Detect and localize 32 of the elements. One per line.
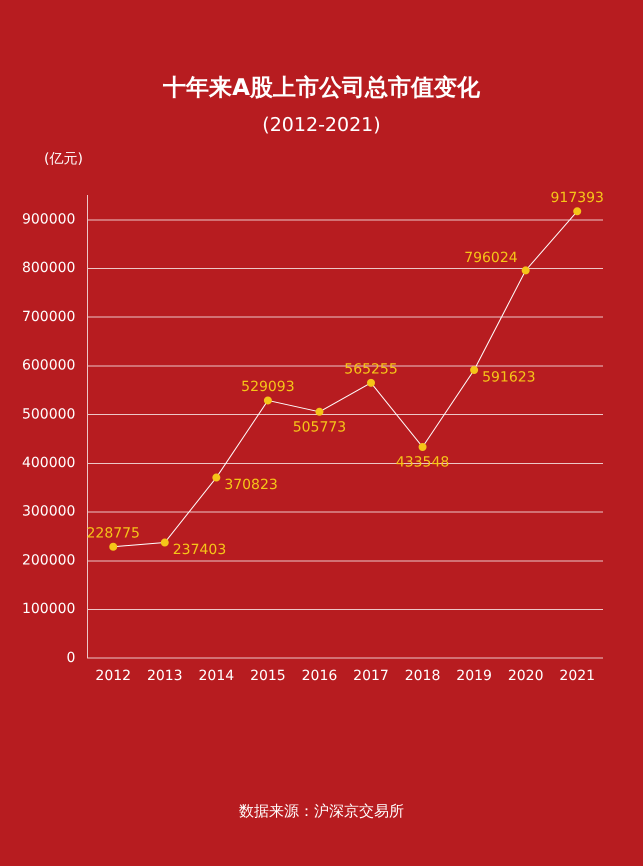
y-tick-label: 400000 [22,454,76,471]
x-tick-label: 2019 [456,668,492,684]
data-label: 796024 [464,250,518,266]
y-tick-label: 200000 [22,552,76,568]
x-tick-label: 2014 [198,668,234,684]
y-tick-label: 900000 [22,211,76,228]
data-label: 370823 [224,477,278,494]
x-tick-label: 2013 [146,668,183,684]
data-label: 591623 [482,370,536,386]
y-tick-label: 700000 [22,308,76,325]
data-label: 917393 [550,190,604,206]
y-tick-label: 300000 [22,504,76,520]
data-label: 237403 [172,542,226,558]
x-tick-label: 2016 [302,668,338,684]
data-label: 565255 [344,361,398,378]
x-tick-label: 2017 [353,668,389,684]
source-note: 数据来源：沪深京交易所 [238,802,405,821]
chart-title: 十年来A股上市公司总市值变化 [162,74,481,103]
y-tick-label: 100000 [22,601,76,618]
x-tick-label: 2018 [404,668,440,684]
y-tick-label: 500000 [22,406,76,422]
data-label: 505773 [292,419,346,436]
chart-subtitle: (2012-2021) [261,114,382,136]
data-label: 529093 [241,379,295,396]
x-tick-label: 2012 [95,668,132,684]
y-tick-label: 800000 [22,260,76,276]
x-tick-label: 2015 [250,668,286,684]
y-tick-label: 600000 [22,358,76,374]
x-tick-label: 2020 [508,668,544,684]
x-tick-label: 2021 [559,668,596,684]
y-axis-title: (亿元) [44,150,83,168]
y-tick-label: 0 [66,650,76,666]
